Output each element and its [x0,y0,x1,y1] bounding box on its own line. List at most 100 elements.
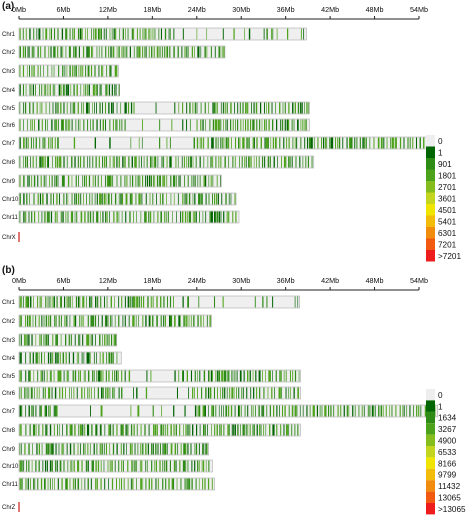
density-stripe [72,370,74,382]
density-stripe [50,296,52,308]
density-stripe [326,137,328,149]
density-stripe [202,119,204,131]
density-stripe [47,84,49,96]
density-stripe [175,175,177,187]
density-stripe [124,102,127,114]
density-stripe [182,193,184,205]
density-stripe [136,387,138,399]
density-stripe [69,315,71,327]
density-stripe [259,424,260,436]
density-stripe [280,370,282,382]
density-stripe [214,46,216,58]
density-stripe [199,370,201,382]
density-stripe [98,156,100,168]
density-stripe [173,28,175,40]
density-stripe [22,102,24,114]
density-stripe [81,460,83,472]
density-stripe [58,84,61,96]
density-stripe [228,211,230,223]
density-stripe [29,424,31,436]
density-stripe [166,296,168,308]
density-stripe [208,102,209,114]
density-stripe [53,370,55,382]
density-stripe [286,119,288,131]
density-stripe [195,211,197,223]
density-stripe [146,370,148,382]
density-stripe [90,387,92,399]
density-stripe [131,296,133,308]
density-stripe [121,370,123,382]
density-stripe [83,102,85,114]
density-stripe [68,46,71,58]
density-stripe [114,315,116,327]
density-stripe [101,443,103,455]
x-axis-tick-label: 42Mb [321,276,339,285]
density-stripe [281,156,282,168]
density-stripe [27,175,28,187]
density-stripe [242,137,245,149]
density-stripe [43,65,44,77]
density-stripe [169,46,171,58]
density-stripe [382,405,384,417]
density-stripe [367,405,369,417]
density-stripe [112,387,114,399]
density-stripe [164,175,166,187]
density-stripe [31,65,33,77]
density-stripe [359,137,361,149]
panel-label: (a) [2,1,14,12]
density-stripe [29,102,31,114]
density-stripe [65,211,67,223]
x-axis-tick-label: 48Mb [366,5,384,14]
density-stripe [151,46,153,58]
density-stripe [64,296,66,308]
density-stripe [214,211,216,223]
density-stripe [38,443,41,455]
density-stripe [203,315,205,327]
density-stripe [279,137,281,149]
density-stripe [69,28,71,40]
density-stripe [207,156,209,168]
density-stripe [273,156,275,168]
density-stripe [70,211,73,223]
density-stripe [189,102,191,114]
density-stripe [298,370,300,382]
density-stripe [69,296,71,308]
density-stripe [115,478,118,490]
density-stripe [83,193,84,205]
density-stripe [234,370,236,382]
density-stripe [268,102,270,114]
density-stripe [217,137,219,149]
density-stripe [42,387,44,399]
legend-label: 1801 [438,172,457,181]
density-stripe [67,211,69,223]
density-stripe [79,370,81,382]
density-stripe [105,193,107,205]
density-stripe [90,119,91,131]
density-stripe [79,424,82,436]
density-stripe [220,156,222,168]
density-stripe [157,211,159,223]
density-stripe [124,370,126,382]
density-stripe [35,137,37,149]
density-stripe [76,352,78,364]
density-stripe [103,193,106,205]
density-stripe [102,156,104,168]
density-stripe [52,334,54,346]
density-stripe [102,352,104,364]
density-stripe [97,387,99,399]
density-stripe [131,193,133,205]
density-stripe [402,405,404,417]
density-stripe [176,211,177,223]
density-stripe [148,46,150,58]
density-stripe [147,296,149,308]
density-stripe [210,175,212,187]
density-stripe [56,156,59,168]
density-stripe [78,334,79,346]
density-stripe [92,211,94,223]
density-stripe [264,119,266,131]
density-stripe [187,296,189,308]
density-stripe [207,478,210,490]
chromosome-label: ChrX [2,235,16,241]
density-stripe [293,387,295,399]
density-stripe [83,84,85,96]
